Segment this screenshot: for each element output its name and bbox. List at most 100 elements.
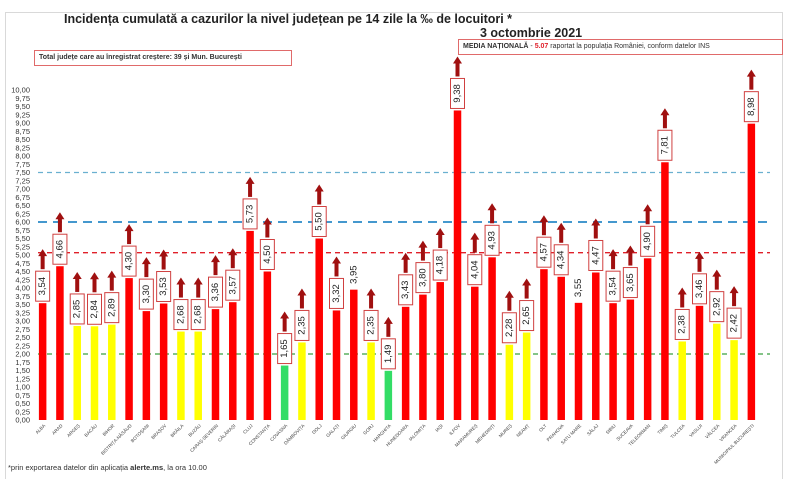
x-tick-label: MUREȘ — [498, 423, 513, 438]
value-label: 3,57 — [225, 269, 241, 301]
value-label-text: 3,36 — [210, 283, 221, 302]
value-label: 4,47 — [588, 239, 604, 271]
bar — [159, 303, 168, 420]
value-label-text: 9,38 — [452, 84, 463, 103]
y-tick-label: 3,75 — [15, 292, 30, 301]
increase-arrow-icon — [90, 272, 99, 293]
y-tick-label: 9,50 — [15, 102, 30, 111]
x-tick-label: BIHOR — [102, 423, 116, 437]
increase-arrow-icon — [193, 277, 203, 298]
x-tick-label: VASLUI — [688, 423, 703, 438]
increase-arrow-icon — [72, 271, 82, 292]
increase-arrow-icon — [677, 287, 687, 308]
increase-arrow-icon — [522, 278, 532, 299]
chart-frame — [5, 12, 783, 479]
x-tick-label: DOLJ — [311, 423, 323, 435]
increase-arrow-icon — [38, 249, 48, 270]
x-tick-label: BOTOȘANI — [130, 423, 150, 443]
increase-note-box: Total județe care au înregistrat creșter… — [34, 50, 292, 66]
value-label: 5,73 — [242, 198, 258, 230]
value-label-text: 3,80 — [417, 268, 428, 287]
value-label-text: 4,30 — [124, 252, 135, 271]
national-average-text: raportat la populația României, conform … — [548, 43, 710, 50]
increase-arrow-icon — [366, 288, 376, 309]
y-tick-label: 10,00 — [11, 86, 30, 95]
y-tick-label: 4,25 — [15, 275, 30, 284]
y-tick-label: 9,25 — [15, 110, 30, 119]
y-tick-label: 8,75 — [15, 127, 30, 136]
value-label-text: 5,50 — [314, 212, 325, 231]
bar — [298, 342, 306, 420]
y-tick-label: 5,50 — [15, 234, 30, 243]
y-tick-label: 3,00 — [15, 317, 30, 326]
value-label-text: 2,85 — [72, 300, 83, 319]
increase-arrow-icon — [625, 245, 635, 266]
bar — [626, 299, 635, 420]
value-label-text: 4,18 — [435, 256, 446, 275]
value-label: 4,30 — [121, 245, 137, 277]
value-label: 3,65 — [622, 267, 638, 299]
y-tick-label: 2,75 — [15, 325, 30, 334]
value-label: 3,32 — [329, 277, 344, 309]
bar — [713, 323, 721, 420]
value-label: 4,93 — [484, 224, 500, 256]
value-label-text: 8,98 — [746, 97, 757, 116]
x-tick-label: NEAMȚ — [515, 423, 530, 438]
increase-arrow-icon — [470, 232, 480, 253]
x-axis: ALBA ARAD ARGEȘ BACĂU BIHORBISTRIȚA-NĂSĂUDBO… — [35, 422, 756, 465]
increase-arrow-icon — [608, 249, 618, 270]
increase-arrow-icon — [176, 277, 186, 298]
y-tick-label: 5,00 — [15, 251, 30, 260]
national-average-box: MEDIA NAȚIONALĂ - 5.07 raportat la popul… — [458, 39, 783, 55]
value-label: 8,98 — [743, 91, 759, 123]
y-tick-label: 3,50 — [15, 300, 30, 309]
increase-arrow-icon — [401, 252, 411, 273]
bar — [142, 311, 151, 420]
y-tick-label: 7,25 — [15, 176, 30, 185]
bar — [73, 325, 81, 420]
national-average-value: 5.07 — [534, 43, 549, 50]
value-label: 4,18 — [432, 249, 448, 281]
value-label: 2,92 — [709, 291, 725, 323]
value-label: 3,36 — [208, 276, 223, 308]
value-label: 2,28 — [501, 312, 517, 344]
y-tick-label: 2,00 — [15, 350, 30, 359]
increase-arrow-icon — [211, 255, 220, 276]
value-label: 4,90 — [640, 225, 656, 257]
increase-arrow-icon — [504, 290, 514, 311]
x-tick-label: ARGEȘ — [66, 423, 81, 438]
x-tick-label: GIURGIU — [340, 423, 357, 440]
increase-arrow-icon — [159, 249, 169, 270]
value-label-text: 3,65 — [625, 273, 636, 292]
value-label: 2,89 — [104, 292, 120, 324]
y-tick-label: 1,00 — [15, 383, 30, 392]
value-label-text: 2,35 — [296, 316, 307, 335]
increase-arrow-icon — [435, 228, 445, 249]
x-tick-label: GALAȚI — [325, 423, 340, 438]
increase-arrow-icon — [695, 251, 704, 272]
bar — [471, 286, 479, 420]
bar — [90, 326, 99, 420]
footnote-prefix: *prin exportarea datelor din aplicația — [8, 463, 131, 472]
bar — [384, 370, 393, 420]
value-label-text: 2,92 — [711, 297, 722, 316]
increase-arrow-icon — [660, 108, 670, 129]
bars: 3,54 4,66 2,85 2,84 2,89 4,30 3,30 3,53 2,68 2,68… — [35, 56, 759, 421]
value-label: 4,66 — [52, 233, 68, 265]
value-label: 3,46 — [692, 273, 707, 305]
value-label-text: 1,65 — [279, 339, 290, 358]
bar — [522, 332, 531, 420]
increase-arrow-icon — [332, 256, 341, 277]
increase-arrow-icon — [418, 240, 428, 261]
y-tick-label: 0,00 — [15, 416, 30, 425]
bar — [108, 324, 116, 420]
value-label: 3,43 — [398, 274, 414, 306]
value-label-text: 4,50 — [262, 245, 273, 264]
bar — [229, 302, 237, 420]
y-tick-label: 2,50 — [15, 333, 30, 342]
value-label-text: 3,32 — [331, 284, 342, 303]
bar — [643, 258, 652, 420]
x-tick-label: TIMIȘ — [656, 423, 668, 435]
x-tick-label: ILFOV — [448, 423, 462, 437]
value-label: 3,95 — [348, 265, 359, 284]
